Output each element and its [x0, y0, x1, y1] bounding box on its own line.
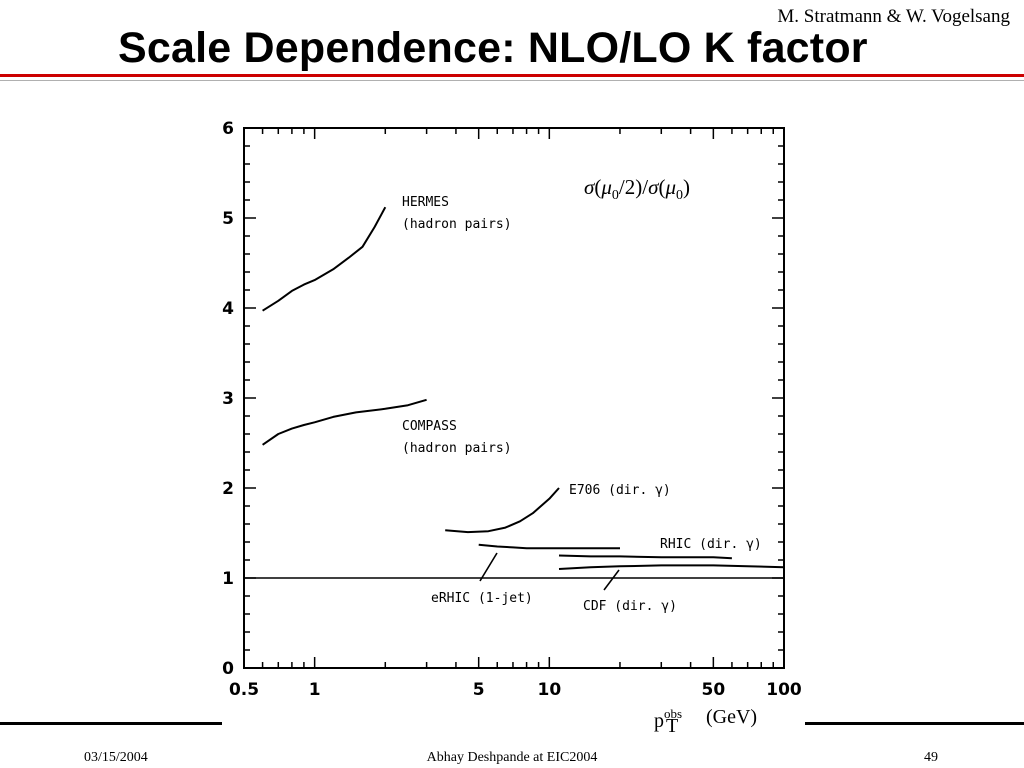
- curve-annotations: HERMES (hadron pairs) COMPASS (hadron pairs…: [402, 195, 762, 614]
- label-hermes-line2: (hadron pairs): [402, 217, 512, 232]
- footer-rule-right: [805, 722, 1024, 725]
- x-tick-label: 100: [766, 680, 802, 700]
- x-tick-label: 50: [702, 680, 726, 700]
- x-tick-label: 1: [309, 680, 321, 700]
- y-tick-label: 6: [222, 119, 234, 139]
- y-tick-label: 3: [222, 389, 234, 409]
- x-axis-unit: (GeV): [706, 706, 757, 728]
- title-underline-shadow: [0, 80, 1024, 81]
- axis-tick-labels: 0.5 1 5 10 50 100 0 1 2 3 4 5 6: [222, 119, 802, 700]
- curve-cdf: [558, 564, 785, 570]
- footer-center: Abhay Deshpande at EIC2004: [426, 750, 598, 765]
- page-number: 49: [924, 750, 938, 765]
- y-tick-label: 2: [222, 479, 234, 499]
- label-hermes-line1: HERMES: [402, 195, 449, 210]
- author-credit: M. Stratmann & W. Vogelsang: [777, 6, 1010, 27]
- x-tick-label: 10: [537, 680, 561, 700]
- y-tick-label: 4: [222, 299, 234, 319]
- curve-e706: [445, 487, 560, 534]
- slide-title: Scale Dependence: NLO/LO K factor: [118, 24, 868, 72]
- label-e706: E706 (dir. γ): [569, 483, 671, 498]
- x-axis-label-main: p: [654, 710, 664, 732]
- x-tick-label: 0.5: [229, 680, 259, 700]
- curve-erhic: [478, 543, 620, 550]
- curve-rhic: [558, 554, 732, 560]
- plot-frame: [243, 127, 785, 669]
- y-tick-label: 1: [222, 569, 234, 589]
- label-compass-line1: COMPASS: [402, 419, 457, 434]
- axis-ticks: [243, 127, 785, 669]
- curve-compass: [262, 398, 427, 446]
- x-axis-label-sup: obs: [664, 706, 682, 721]
- pointer-cdf: [603, 569, 620, 591]
- data-curves: [244, 206, 785, 579]
- y-tick-label: 0: [222, 659, 234, 679]
- y-tick-label: 5: [222, 209, 234, 229]
- x-axis-label: pobs: [654, 706, 682, 732]
- curve-hermes: [262, 206, 387, 312]
- label-compass-line2: (hadron pairs): [402, 441, 512, 456]
- x-tick-label: 5: [473, 680, 485, 700]
- label-erhic: eRHIC (1-jet): [431, 591, 533, 606]
- label-cdf: CDF (dir. γ): [583, 599, 677, 614]
- label-rhic: RHIC (dir. γ): [660, 537, 762, 552]
- title-underline: [0, 74, 1024, 77]
- pointer-erhic: [479, 552, 498, 582]
- x-axis-label-sub: T: [666, 715, 678, 737]
- footer-rule-left: [0, 722, 222, 725]
- footer-date: 03/15/2004: [84, 750, 148, 765]
- ratio-annotation: σ(μ0/2)/σ(μ0): [584, 175, 690, 203]
